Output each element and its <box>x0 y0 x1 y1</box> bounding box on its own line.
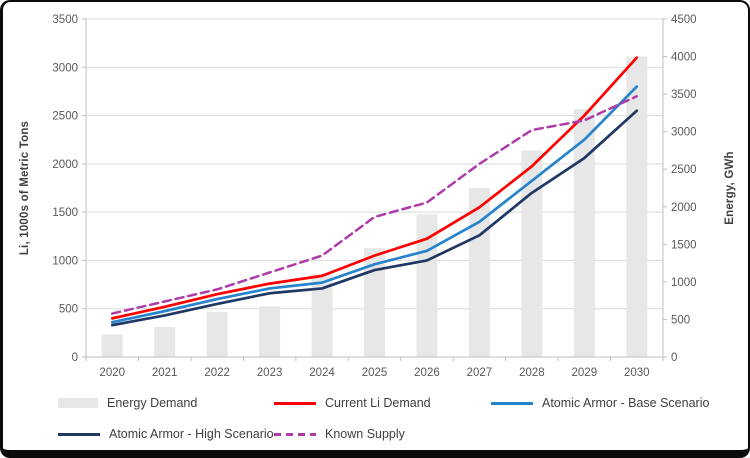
gridlines <box>86 18 663 310</box>
legend-item-current-li-demand: Current Li Demand <box>274 395 431 411</box>
svg-text:2000: 2000 <box>671 202 697 214</box>
svg-text:0: 0 <box>671 352 677 364</box>
svg-text:500: 500 <box>59 304 78 316</box>
line-atomic-armor---base-scenario <box>110 85 639 324</box>
legend-label: Current Li Demand <box>325 396 431 410</box>
legend-swatch-line <box>274 401 316 405</box>
legend-item-base-scenario: Atomic Armor - Base Scenario <box>491 395 709 411</box>
legend-item-known-supply: Known Supply <box>274 426 405 442</box>
legend-swatch-line <box>491 401 533 405</box>
legend-swatch-bar <box>58 398 98 408</box>
svg-text:1500: 1500 <box>671 239 697 251</box>
axis-tick-labels: 0 500 1000 1500 2000 2500 3000 3500 0 500 1000 1500… <box>52 14 696 379</box>
right-axis-title: Energy, GWh <box>724 151 736 225</box>
svg-text:3500: 3500 <box>52 14 78 26</box>
svg-text:4500: 4500 <box>671 14 697 26</box>
svg-text:2500: 2500 <box>671 164 697 176</box>
legend-label: Energy Demand <box>107 396 198 410</box>
legend-label: Atomic Armor - Base Scenario <box>542 396 710 410</box>
svg-text:2022: 2022 <box>204 367 230 379</box>
line-known-supply <box>110 95 639 315</box>
bars-energy-demand <box>101 56 648 358</box>
svg-text:2026: 2026 <box>414 367 440 379</box>
legend-label: Known Supply <box>325 427 405 441</box>
svg-text:3000: 3000 <box>671 127 697 139</box>
left-axis-title: Li, 1000s of Metric Tons <box>19 120 31 256</box>
svg-text:2028: 2028 <box>519 367 545 379</box>
svg-text:2027: 2027 <box>467 367 493 379</box>
chart-canvas: 0 500 1000 1500 2000 2500 3000 3500 0 500 1000 1500… <box>52 14 696 379</box>
legend-label: Atomic Armor - High Scenario <box>109 427 274 441</box>
legend-item-energy-demand: Energy Demand <box>58 395 197 411</box>
legend-item-high-scenario: Atomic Armor - High Scenario <box>58 426 274 442</box>
svg-text:3000: 3000 <box>52 62 78 74</box>
legend-swatch-dash <box>274 432 316 436</box>
svg-text:1000: 1000 <box>52 255 78 267</box>
svg-text:1500: 1500 <box>52 207 78 219</box>
svg-text:2025: 2025 <box>362 367 388 379</box>
svg-text:500: 500 <box>671 314 690 326</box>
svg-text:0: 0 <box>72 352 78 364</box>
legend-swatch-line <box>58 432 100 436</box>
axes <box>82 18 667 361</box>
svg-text:4000: 4000 <box>671 52 697 64</box>
svg-text:2030: 2030 <box>624 367 650 379</box>
svg-text:2020: 2020 <box>99 367 125 379</box>
svg-text:2500: 2500 <box>52 111 78 123</box>
svg-text:2024: 2024 <box>309 367 335 379</box>
svg-text:2021: 2021 <box>152 367 178 379</box>
svg-text:3500: 3500 <box>671 89 697 101</box>
svg-text:2029: 2029 <box>572 367 598 379</box>
svg-text:1000: 1000 <box>671 277 697 289</box>
line-current-li-demand <box>110 56 639 320</box>
line-atomic-armor---high-scenario <box>110 109 639 327</box>
svg-text:2000: 2000 <box>52 159 78 171</box>
svg-text:2023: 2023 <box>257 367 283 379</box>
